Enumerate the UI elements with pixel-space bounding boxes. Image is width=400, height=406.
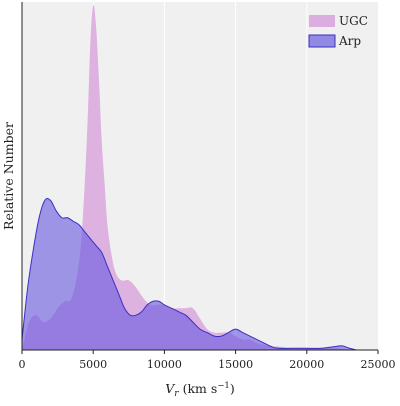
- legend-swatch-ugc: [309, 15, 335, 27]
- area-arp: [22, 198, 357, 350]
- x-tick-label: 0: [19, 358, 26, 371]
- series-areas: [21, 4, 357, 351]
- legend: UGC Arp: [308, 14, 368, 48]
- line-arp: [21, 197, 357, 351]
- x-tick-label: 10000: [147, 358, 182, 371]
- legend-swatch-arp: [308, 34, 336, 48]
- y-axis-title: Relative Number: [1, 122, 16, 230]
- x-ticks: 0 5000 10000 15000 20000 25000: [19, 350, 396, 371]
- x-tick-label: 25000: [361, 358, 396, 371]
- x-tick-label: 20000: [289, 358, 324, 371]
- x-tick-label: 15000: [218, 358, 253, 371]
- legend-label-arp: Arp: [338, 34, 361, 48]
- x-tick-label: 5000: [79, 358, 107, 371]
- legend-label-ugc: UGC: [339, 14, 368, 28]
- x-axis-title: Vr (km s−1): [165, 381, 234, 399]
